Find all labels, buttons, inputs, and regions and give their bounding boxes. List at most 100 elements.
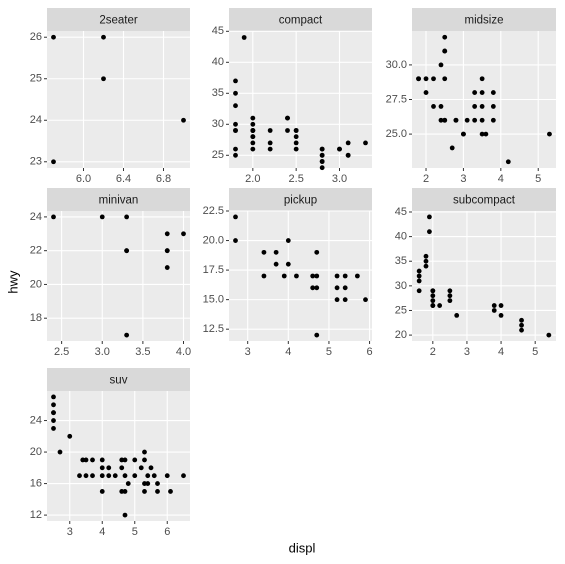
point bbox=[442, 34, 448, 40]
y-tick-label: 12.5 bbox=[203, 323, 224, 335]
point bbox=[51, 394, 56, 400]
point bbox=[285, 238, 291, 243]
y-tick-label: 24 bbox=[30, 114, 42, 126]
x-tick-label: 3 bbox=[460, 173, 466, 185]
point bbox=[472, 90, 478, 95]
point bbox=[77, 473, 82, 479]
x-tick-label: 5 bbox=[326, 346, 332, 358]
point bbox=[423, 253, 429, 259]
point bbox=[122, 512, 128, 518]
point bbox=[122, 489, 128, 494]
point bbox=[51, 159, 56, 165]
point bbox=[142, 457, 147, 463]
y-tick-label: 45 bbox=[395, 206, 407, 218]
x-tick-label: 4 bbox=[498, 173, 504, 185]
point bbox=[145, 473, 151, 479]
panel bbox=[229, 211, 372, 341]
point bbox=[319, 152, 325, 158]
point bbox=[142, 489, 147, 494]
point bbox=[294, 273, 299, 279]
point bbox=[334, 297, 340, 303]
point bbox=[430, 288, 436, 294]
point bbox=[447, 293, 453, 299]
point bbox=[57, 449, 63, 455]
point bbox=[164, 265, 170, 270]
point bbox=[314, 249, 320, 255]
y-tick-label: 18 bbox=[30, 312, 42, 324]
point bbox=[155, 481, 160, 486]
point bbox=[124, 332, 130, 338]
point bbox=[519, 327, 524, 333]
point bbox=[142, 449, 147, 455]
point bbox=[334, 285, 340, 291]
point bbox=[293, 146, 299, 152]
point bbox=[345, 152, 351, 158]
strip bbox=[47, 368, 190, 391]
point bbox=[314, 332, 320, 338]
point bbox=[101, 76, 106, 82]
point bbox=[490, 117, 496, 123]
x-tick-label: 4 bbox=[498, 346, 504, 358]
point bbox=[490, 90, 496, 95]
point bbox=[250, 146, 256, 152]
y-tick-label: 25.0 bbox=[386, 128, 407, 140]
x-tick-label: 3 bbox=[67, 526, 73, 538]
point bbox=[430, 298, 436, 304]
point bbox=[472, 117, 478, 123]
x-tick-label: 6 bbox=[367, 346, 373, 358]
x-tick-label: 2.5 bbox=[289, 173, 304, 185]
point bbox=[250, 134, 256, 140]
point bbox=[334, 273, 340, 279]
point bbox=[273, 249, 279, 255]
panel bbox=[229, 31, 372, 168]
y-tick-label: 25 bbox=[395, 304, 407, 316]
point bbox=[142, 481, 147, 486]
point bbox=[447, 298, 453, 304]
y-tick-label: 25 bbox=[212, 149, 224, 161]
strip-text: compact bbox=[279, 15, 323, 27]
point bbox=[83, 473, 89, 479]
point bbox=[233, 214, 238, 220]
point bbox=[122, 473, 128, 479]
panel bbox=[412, 211, 556, 341]
point bbox=[233, 103, 238, 109]
y-tick-label: 40 bbox=[212, 56, 224, 68]
x-tick-label: 2 bbox=[423, 173, 429, 185]
point bbox=[293, 128, 299, 133]
point bbox=[233, 90, 238, 96]
point bbox=[319, 159, 325, 164]
strip bbox=[412, 8, 556, 31]
point bbox=[164, 231, 170, 237]
point bbox=[106, 473, 112, 479]
point bbox=[106, 465, 112, 471]
point bbox=[423, 258, 429, 264]
strip bbox=[47, 188, 190, 211]
x-tick-label: 6.0 bbox=[76, 173, 91, 185]
point bbox=[319, 146, 325, 152]
point bbox=[491, 303, 497, 308]
y-axis-title: hwy bbox=[5, 270, 20, 294]
point bbox=[285, 261, 291, 267]
x-tick-label: 6.8 bbox=[156, 173, 171, 185]
point bbox=[416, 273, 422, 279]
point bbox=[119, 465, 125, 471]
x-tick-label: 5 bbox=[132, 526, 138, 538]
x-tick-label: 3 bbox=[464, 346, 470, 358]
strip bbox=[412, 188, 556, 211]
point bbox=[51, 418, 56, 423]
point bbox=[51, 214, 56, 220]
point bbox=[285, 128, 290, 133]
point bbox=[51, 402, 56, 408]
point bbox=[164, 473, 170, 479]
point bbox=[505, 159, 511, 165]
point bbox=[342, 273, 348, 279]
point bbox=[250, 115, 256, 121]
point bbox=[519, 322, 524, 328]
x-tick-label: 4 bbox=[99, 526, 105, 538]
point bbox=[233, 121, 238, 127]
point bbox=[423, 90, 429, 95]
point bbox=[546, 332, 552, 338]
point bbox=[285, 115, 290, 121]
point bbox=[164, 248, 170, 254]
